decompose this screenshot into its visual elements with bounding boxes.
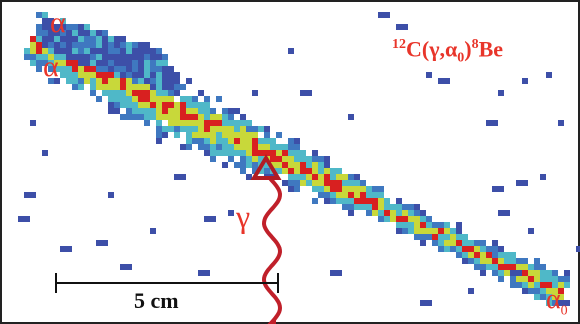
alpha-label-upper: α	[50, 6, 66, 39]
scale-bar	[55, 273, 279, 293]
gamma-label: γ	[236, 198, 251, 234]
alpha-label-lower: α	[43, 50, 59, 83]
alpha0-label: α0	[546, 284, 568, 319]
reaction-label: 12C(γ,α0)8Be	[392, 36, 504, 66]
photon-wave	[261, 176, 283, 324]
scale-bar-label: 5 cm	[134, 288, 179, 313]
track-pixels	[18, 12, 580, 306]
vertex-marker	[250, 154, 282, 180]
